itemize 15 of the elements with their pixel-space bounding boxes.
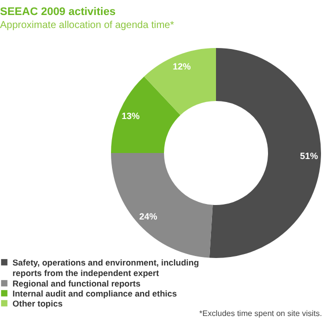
legend-label: Regional and functional reports (12, 278, 141, 288)
data-label: 13% (122, 111, 140, 122)
donut-slice (111, 153, 213, 258)
legend-label: Safety, operations and environment, including reports from the independent expert (12, 257, 199, 278)
data-label: 12% (172, 62, 191, 72)
donut-slice (144, 48, 216, 116)
chart-title: SEEAC 2009 activities (0, 6, 116, 18)
legend-label: Other topics (12, 298, 63, 308)
data-label: 51% (300, 150, 318, 161)
legend-label: Internal audit and compliance and ethics (12, 288, 178, 298)
chart-subtitle: Approximate allocation of agenda time* (0, 20, 174, 31)
text: *Excludes time spent on site visits. (199, 309, 322, 318)
donut-slice (111, 76, 180, 153)
donut-slice (209, 48, 321, 258)
data-label: 24% (139, 212, 158, 222)
